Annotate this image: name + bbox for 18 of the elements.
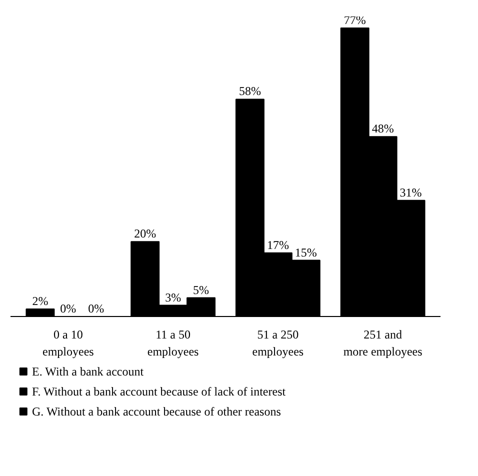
x-tick-label: 251 and more employees	[343, 328, 423, 358]
data-label: 15%	[294, 245, 317, 260]
data-label: 2%	[32, 294, 48, 308]
data-label: 17%	[266, 238, 289, 252]
legend-label: E. With a bank account	[32, 364, 144, 378]
x-tick-label: 0 a 10 employees	[42, 328, 94, 358]
x-tick-label: 11 a 50 employees	[147, 328, 200, 358]
data-label: 31%	[400, 185, 422, 200]
data-label: 3%	[165, 290, 182, 304]
data-label: 58%	[238, 84, 261, 98]
data-label: 5%	[193, 282, 210, 297]
legend-label: G. Without a bank account because of other reasons	[32, 404, 282, 418]
data-label: 0%	[88, 302, 104, 316]
legend-label: F. Without a bank account because of lack of interest	[32, 384, 286, 398]
x-tick-label: 51 a 250 employees	[252, 328, 304, 358]
data-label: 48%	[372, 122, 394, 136]
data-label: 0%	[60, 302, 76, 316]
data-label: 20%	[134, 226, 156, 241]
